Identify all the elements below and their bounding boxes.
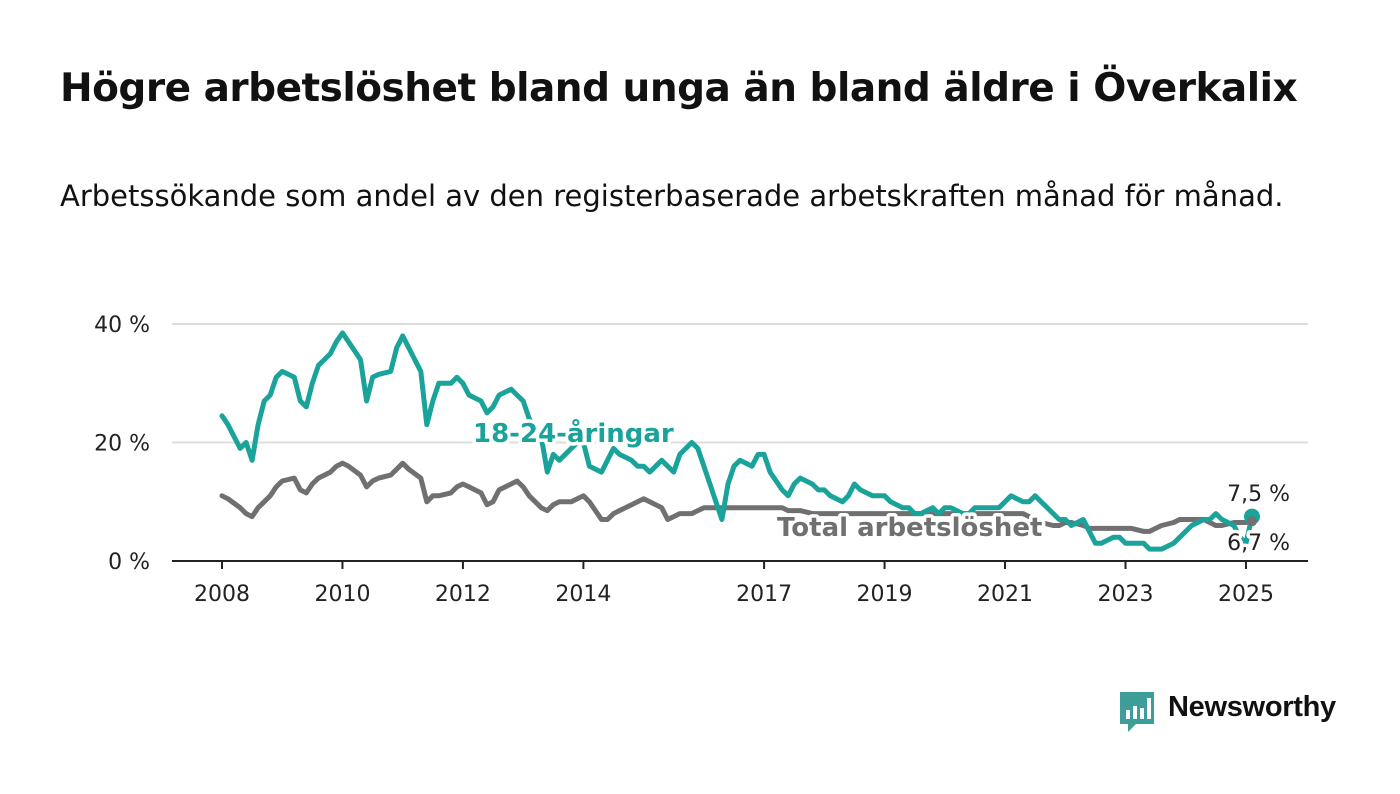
chart-subtitle: Arbetssökande som andel av den registerb… bbox=[60, 179, 1284, 213]
series-label-total: Total arbetslöshet bbox=[777, 513, 1042, 543]
x-tick-label: 2019 bbox=[857, 582, 913, 607]
x-tick-label: 2010 bbox=[314, 582, 370, 607]
x-tick-label: 2008 bbox=[194, 582, 250, 607]
brand-name: Newsworthy bbox=[1168, 691, 1336, 723]
x-tick-label: 2014 bbox=[555, 582, 611, 607]
end-label-total: 6,7 % bbox=[1227, 531, 1290, 556]
x-tick-label: 2012 bbox=[435, 582, 491, 607]
x-tick-label: 2025 bbox=[1218, 582, 1274, 607]
x-tick-label: 2017 bbox=[736, 582, 792, 607]
x-tick-label: 2023 bbox=[1097, 582, 1153, 607]
chart-title: Högre arbetslöshet bland unga än bland ä… bbox=[60, 66, 1298, 111]
series-label-young: 18-24-åringar bbox=[473, 417, 674, 449]
series-line-total bbox=[219, 460, 1255, 534]
y-tick-label: 20 % bbox=[94, 432, 150, 457]
end-marker-total bbox=[1246, 516, 1257, 527]
x-tick-label: 2021 bbox=[977, 582, 1033, 607]
series-line-young bbox=[219, 330, 1255, 552]
y-tick-label: 0 % bbox=[108, 550, 150, 575]
end-label-young: 7,5 % bbox=[1227, 482, 1290, 507]
y-tick-label: 40 % bbox=[94, 313, 150, 338]
newsworthy-logo-icon bbox=[1120, 692, 1154, 732]
